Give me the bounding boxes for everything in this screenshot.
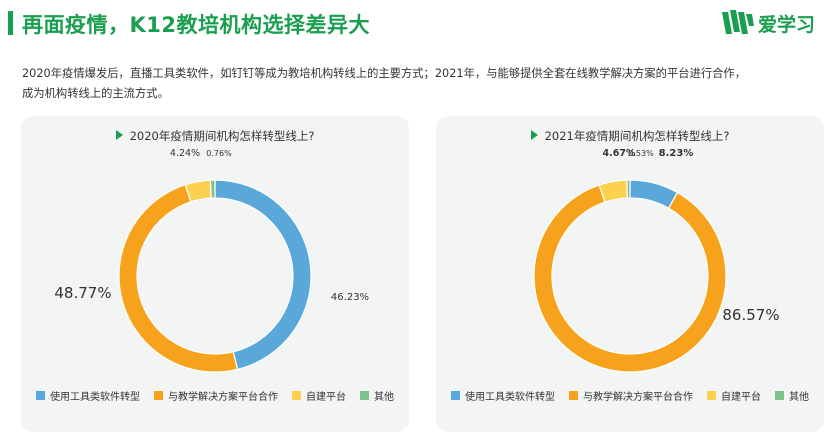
legend-2021: 使用工具类软件转型 与教学解决方案平台合作 自建平台 其他 [436, 388, 824, 403]
legend-item-other: 其他 [360, 388, 394, 403]
donut-slice-self [598, 179, 629, 203]
donut-slice-other [626, 179, 631, 199]
brand-logo: 爱学习 [720, 6, 824, 40]
legend-item-self: 自建平台 [292, 388, 346, 403]
data-label-tool: 8.23% [659, 148, 694, 159]
donut-slice-other [209, 179, 216, 199]
chart-title-2021-text: 2021年疫情期间机构怎样转型线上? [544, 129, 730, 143]
legend-label: 使用工具类软件转型 [50, 392, 140, 403]
triangle-bullet-icon [115, 130, 123, 140]
legend-label: 自建平台 [721, 392, 761, 403]
legend-swatch [451, 391, 460, 400]
description-line-2: 成为机构转线上的主流方式。 [22, 87, 169, 100]
donut-slice-self [184, 179, 212, 203]
donut-chart-2021: 8.23% 86.57% 4.67%0.53% [533, 148, 780, 373]
brand-logo-text: 爱学习 [758, 13, 816, 36]
page-title: 再面疫情，K12教培机构选择差异大 [22, 13, 370, 37]
legend-swatch [569, 391, 578, 400]
data-label-other: 0.76% [206, 149, 232, 158]
legend-label: 其他 [374, 392, 394, 403]
donut-slice-tool [214, 179, 312, 371]
title-accent-bar [8, 11, 13, 35]
description-text: 2020年疫情爆发后，直播工具类软件，如钉钉等成为教培机构转线上的主要方式；20… [22, 64, 812, 104]
legend-swatch [292, 391, 301, 400]
chart-title-2021: 2021年疫情期间机构怎样转型线上? [436, 128, 824, 144]
donut-slice-platform [533, 184, 727, 373]
data-label-tool: 46.23% [331, 292, 369, 303]
data-label-self: 4.67% [603, 148, 636, 159]
legend-label: 与教学解决方案平台合作 [168, 392, 278, 403]
legend-label: 自建平台 [306, 392, 346, 403]
legend-item-platform: 与教学解决方案平台合作 [154, 388, 278, 403]
triangle-bullet-icon [530, 130, 538, 140]
donut-chart-2020: 46.23% 48.77% 4.24% 0.76% [54, 148, 369, 373]
legend-swatch [775, 391, 784, 400]
data-label-platform: 48.77% [54, 284, 111, 302]
legend-item-tool: 使用工具类软件转型 [451, 388, 555, 403]
legend-item-platform: 与教学解决方案平台合作 [569, 388, 693, 403]
donut-slice-platform [118, 183, 239, 373]
legend-item-self: 自建平台 [707, 388, 761, 403]
legend-swatch [707, 391, 716, 400]
legend-item-tool: 使用工具类软件转型 [36, 388, 140, 403]
chart-card-2021: 2021年疫情期间机构怎样转型线上? 8.23% 86.57% 4.67% 0.53%… [436, 116, 824, 432]
legend-label: 其他 [789, 392, 809, 403]
legend-swatch [154, 391, 163, 400]
brand-logo-icon [722, 10, 754, 34]
data-label-self: 4.24% [170, 148, 200, 159]
data-label-platform: 86.57% [722, 306, 779, 324]
legend-swatch [360, 391, 369, 400]
legend-label: 与教学解决方案平台合作 [583, 392, 693, 403]
chart-card-2020: 2020年疫情期间机构怎样转型线上? 46.23% 48.77% 4.24% 0.76… [21, 116, 409, 432]
legend-2020: 使用工具类软件转型 与教学解决方案平台合作 自建平台 其他 [21, 388, 409, 403]
description-line-1: 2020年疫情爆发后，直播工具类软件，如钉钉等成为教培机构转线上的主要方式；20… [22, 67, 747, 80]
data-label-other: 0.53% [628, 149, 654, 158]
legend-swatch [36, 391, 45, 400]
legend-item-other: 其他 [775, 388, 809, 403]
chart-title-2020-text: 2020年疫情期间机构怎样转型线上? [129, 129, 315, 143]
chart-title-2020: 2020年疫情期间机构怎样转型线上? [21, 128, 409, 144]
legend-label: 使用工具类软件转型 [465, 392, 555, 403]
